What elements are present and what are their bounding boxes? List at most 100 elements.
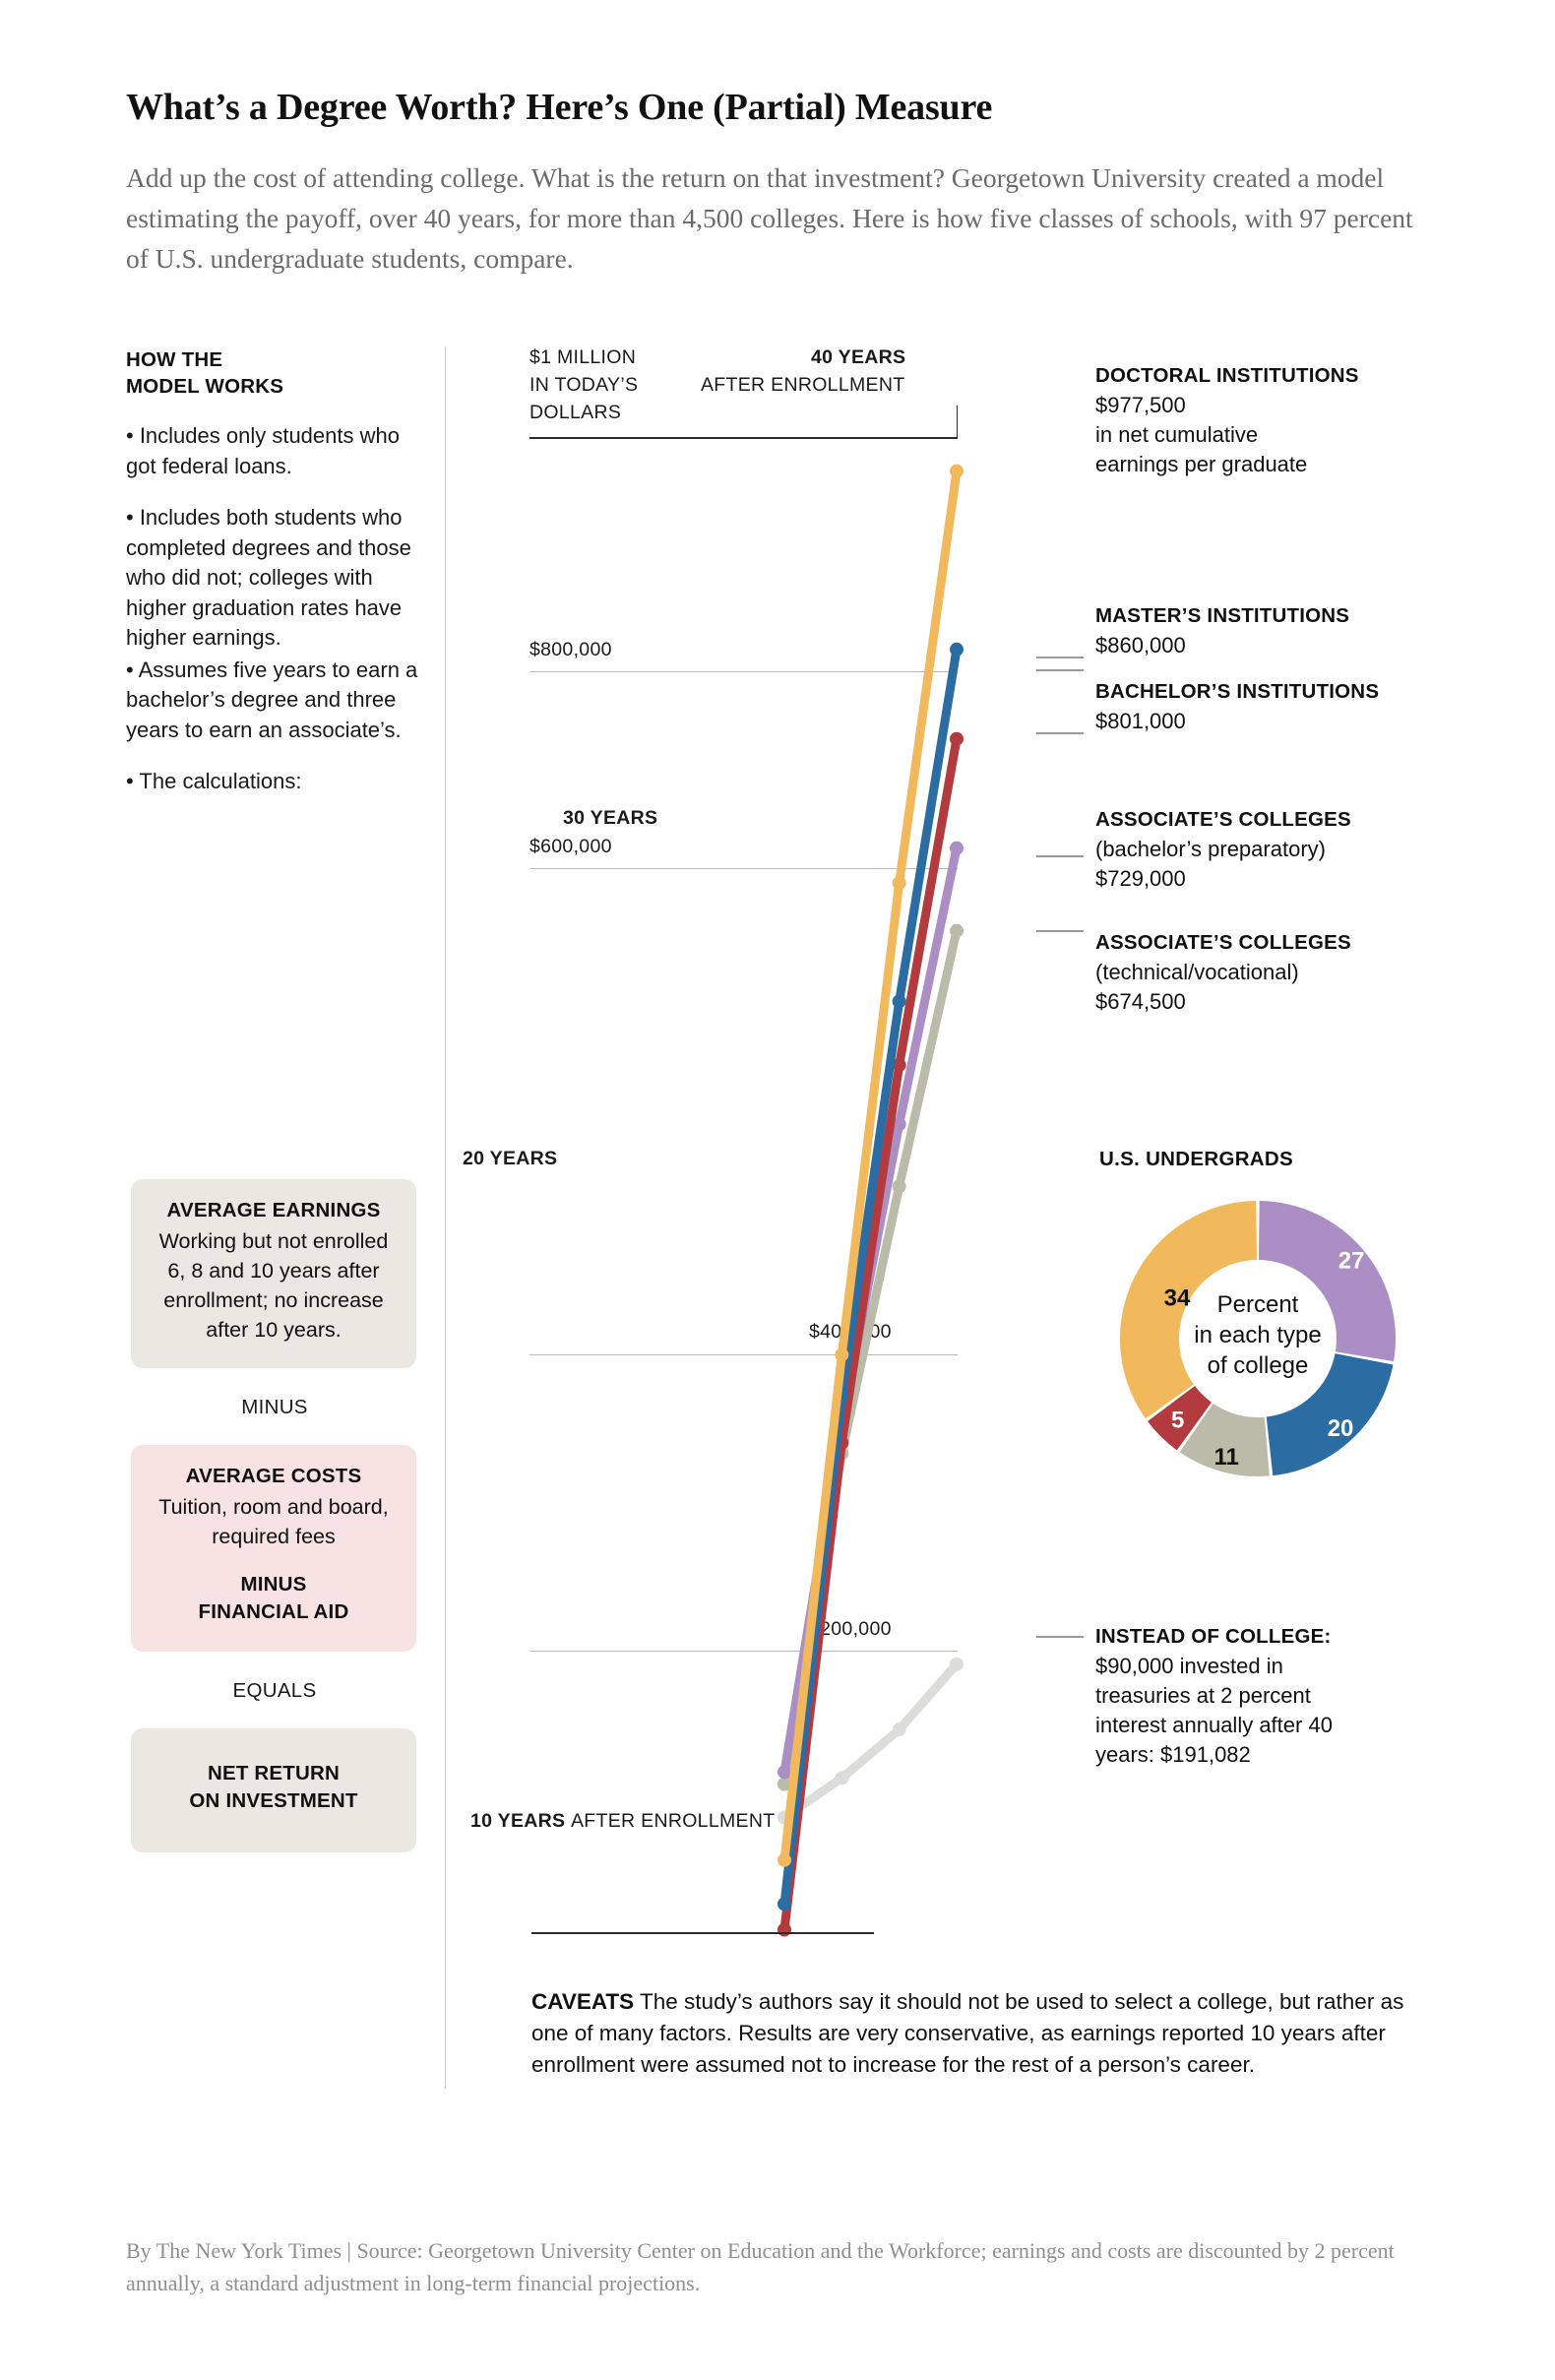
donut-chart: 27 20 11 5 34: [1120, 1201, 1396, 1476]
x-30-years-label: 30 YEARS: [563, 807, 658, 829]
donut-center-line3: of college: [1207, 1352, 1309, 1379]
donut-slice-value: 5: [1171, 1408, 1184, 1434]
average-earnings-title: AVERAGE EARNINGS: [166, 1199, 381, 1221]
annotation-treasuries-line-2: treasuries at 2 percent: [1095, 1683, 1311, 1708]
average-costs-body: Tuition, room and board, required fees: [158, 1495, 389, 1548]
series-marker: [778, 1777, 791, 1791]
tick-40-years: [957, 406, 958, 437]
annotation-doctoral-line-3: earnings per graduate: [1095, 452, 1308, 476]
connector-minus-1: MINUS: [241, 1396, 308, 1418]
series-marker: [835, 1347, 849, 1362]
gridline-200000: [529, 1651, 958, 1652]
donut-center-line1: Percent: [1216, 1291, 1299, 1318]
series-marker: [892, 994, 906, 1009]
annotation-treasuries-line-1: $90,000 invested in: [1095, 1654, 1283, 1678]
credit-line: By The New York Times | Source: Georgeto…: [126, 2238, 1395, 2295]
annotation-treasuries-line-3: interest annually after 40: [1095, 1713, 1333, 1737]
chart-plot-area: [778, 464, 964, 1937]
average-earnings-body: Working but not enrolled 6, 8 and 10 yea…: [158, 1229, 389, 1342]
series-marker: [950, 642, 964, 657]
x-20-years-label: 20 YEARS: [463, 1148, 558, 1169]
caveat-divider: [531, 1932, 874, 1934]
gridline-800000: [529, 671, 958, 672]
annotation-bachelors-title: BACHELOR’S INSTITUTIONS: [1095, 680, 1380, 703]
series-marker: [835, 1771, 849, 1785]
net-return-title-line2: ON INVESTMENT: [189, 1789, 358, 1812]
gridline-400000: [529, 1354, 958, 1355]
leader-masters: [1036, 657, 1084, 658]
series-marker: [892, 1117, 906, 1132]
leader-associates-tech: [1036, 930, 1084, 932]
series-line: [779, 645, 962, 1909]
sidebar-heading-line2: MODEL WORKS: [126, 375, 284, 398]
annotation-masters: MASTER’S INSTITUTIONS $860,000: [1095, 601, 1489, 660]
series-marker: [778, 1897, 791, 1911]
average-costs-box: AVERAGE COSTS Tuition, room and board, r…: [131, 1445, 416, 1652]
series-marker: [892, 876, 906, 891]
donut-title: U.S. UNDERGRADS: [1099, 1148, 1293, 1170]
leader-associates-prep: [1036, 855, 1084, 857]
annotation-associates-tech-line-2: $674,500: [1095, 989, 1186, 1014]
average-costs-title: AVERAGE COSTS: [185, 1465, 362, 1487]
donut-slice: [1148, 1386, 1213, 1451]
column-divider: [445, 346, 446, 2089]
caveats-label: CAVEATS: [531, 1988, 635, 2014]
donut-slice: [1258, 1201, 1396, 1362]
donut-slice-value: 20: [1328, 1415, 1354, 1442]
sidebar-bullet-3: • Assumes five years to earn a bachelor’…: [126, 657, 418, 742]
average-earnings-box: AVERAGE EARNINGS Working but not enrolle…: [131, 1179, 416, 1368]
net-return-title-line1: NET RETURN: [207, 1762, 341, 1785]
leader-bachelors: [1036, 732, 1084, 734]
donut-center-line2: in each type: [1194, 1322, 1322, 1348]
x-40-years-sub: AFTER ENROLLMENT: [701, 374, 905, 396]
annotation-doctoral-line-2: in net cumulative: [1095, 422, 1259, 447]
series-marker: [778, 1922, 791, 1937]
annotation-associates-prep: ASSOCIATE’S COLLEGES (bachelor’s prepara…: [1095, 805, 1489, 894]
x-40-years-label: 40 YEARS: [811, 346, 906, 368]
calculation-stack: AVERAGE EARNINGS Working but not enrolle…: [131, 1179, 418, 1852]
x-10-years-label: 10 YEARS: [470, 1810, 566, 1832]
gridline-600000: [529, 868, 958, 869]
series-marker: [950, 731, 964, 746]
annotation-masters-line-1: $860,000: [1095, 633, 1186, 658]
leader-doctoral: [1036, 669, 1084, 671]
series-marker: [892, 1722, 906, 1737]
donut-slice: [1179, 1403, 1270, 1476]
connector-equals: EQUALS: [232, 1679, 317, 1702]
annotation-doctoral: DOCTORAL INSTITUTIONS $977,500 in net cu…: [1095, 361, 1489, 479]
line-chart: $1 MILLION IN TODAY’S DOLLARS 40 YEARS A…: [445, 346, 996, 1937]
y-label-200000: $200,000: [809, 1618, 892, 1640]
series-line: [779, 1660, 962, 1823]
annotation-associates-tech: ASSOCIATE’S COLLEGES (technical/vocation…: [1095, 928, 1489, 1017]
series-marker: [778, 1765, 791, 1780]
series-marker: [950, 464, 964, 478]
page-title: What’s a Degree Worth? Here’s One (Parti…: [126, 87, 993, 129]
annotation-associates-tech-title: ASSOCIATE’S COLLEGES: [1095, 931, 1351, 954]
series-marker: [778, 1852, 791, 1867]
annotation-associates-prep-line-2: $729,000: [1095, 866, 1186, 891]
x-10-years-sub: AFTER ENROLLMENT: [571, 1810, 776, 1832]
minus-label: MINUS: [240, 1573, 307, 1596]
sidebar-heading-line1: HOW THE: [126, 348, 223, 371]
leader-treasuries: [1036, 1636, 1084, 1638]
y-label-800000: $800,000: [529, 639, 612, 660]
series-marker: [950, 841, 964, 855]
annotation-masters-title: MASTER’S INSTITUTIONS: [1095, 604, 1350, 627]
sidebar-bullet-1: • Includes only students who got federal…: [126, 423, 400, 478]
sidebar-bullet-4: • The calculations:: [126, 769, 302, 793]
annotation-associates-tech-line-1: (technical/vocational): [1095, 960, 1299, 984]
series-marker: [892, 1179, 906, 1194]
donut-slice-value: 34: [1164, 1284, 1191, 1311]
net-return-box: NET RETURN ON INVESTMENT: [131, 1728, 416, 1852]
annotation-associates-prep-line-1: (bachelor’s preparatory): [1095, 837, 1326, 861]
series-marker: [950, 1657, 964, 1671]
annotation-doctoral-title: DOCTORAL INSTITUTIONS: [1095, 364, 1359, 387]
y-unit-line3: DOLLARS: [529, 402, 622, 423]
series-marker: [892, 1058, 906, 1073]
annotation-doctoral-line-1: $977,500: [1095, 393, 1186, 417]
y-unit-line2: IN TODAY’S: [529, 374, 639, 396]
annotation-bachelors: BACHELOR’S INSTITUTIONS $801,000: [1095, 677, 1489, 736]
y-unit-line1: $1 MILLION: [529, 346, 637, 368]
y-label-600000: $600,000: [529, 836, 612, 857]
